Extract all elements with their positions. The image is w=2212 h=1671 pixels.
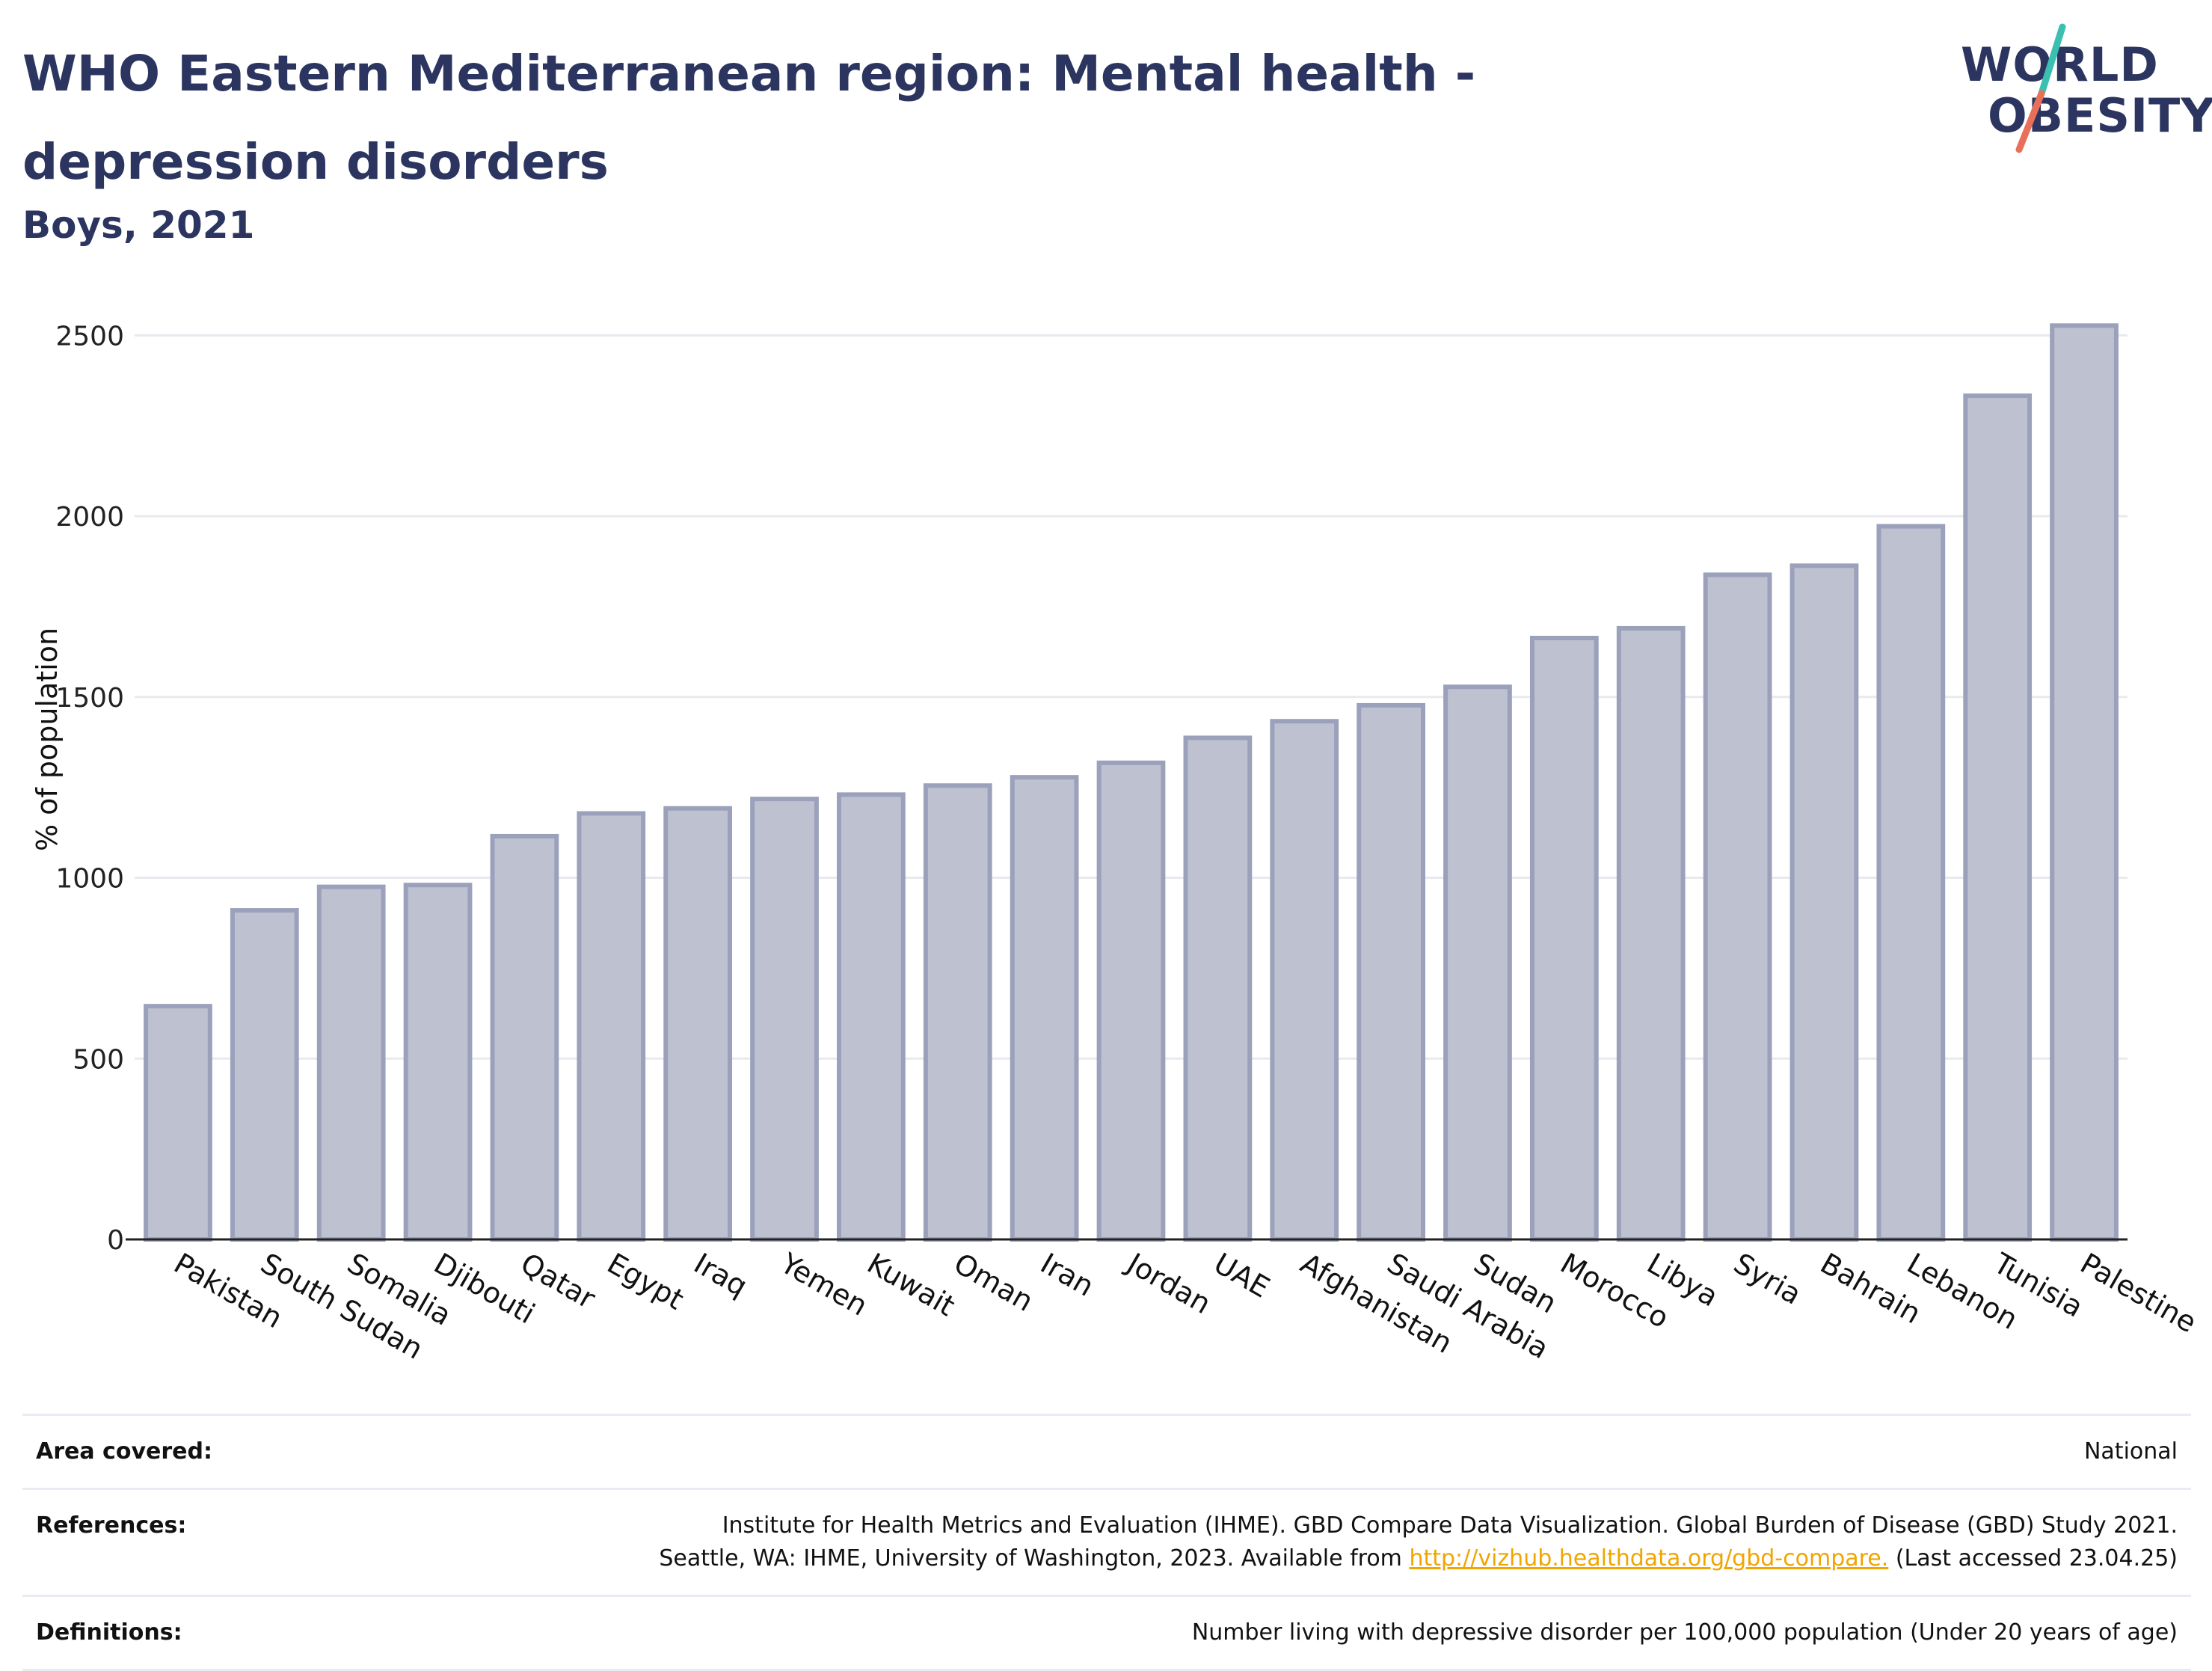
bar-afghanistan — [1270, 719, 1339, 1242]
x-tick-label: Iraq — [689, 1247, 753, 1303]
bar-south-sudan — [230, 908, 299, 1242]
x-tick-label: Iran — [1035, 1247, 1099, 1303]
references-line1: Institute for Health Metrics and Evaluat… — [722, 1512, 2178, 1539]
bar-bahrain — [1789, 563, 1859, 1242]
references-label: References: — [36, 1512, 187, 1539]
bar-qatar — [490, 833, 559, 1242]
x-tick-label: Palestine — [2075, 1247, 2202, 1340]
bar-somalia — [316, 884, 386, 1242]
y-tick-label: 2000 — [55, 502, 124, 533]
bars — [144, 323, 2119, 1242]
definitions-value: Number living with depressive disorder p… — [1191, 1619, 2178, 1646]
bar-iraq — [663, 806, 733, 1242]
y-tick-label: 1000 — [55, 864, 124, 895]
y-tick-label: 2500 — [55, 321, 124, 352]
x-tick-label: Syria — [1728, 1247, 1807, 1311]
y-tick-label: 1500 — [55, 683, 124, 714]
bar-iran — [1010, 775, 1079, 1242]
chart-title: WHO Eastern Mediterranean region: Mental… — [22, 45, 1476, 191]
bar-egypt — [577, 811, 646, 1242]
references-line2-pre: Seattle, WA: IHME, University of Washing… — [659, 1545, 1410, 1572]
y-axis-ticks: 0 500 1000 1500 2000 2500 — [55, 321, 124, 1256]
bar-lebanon — [1876, 524, 1946, 1242]
x-tick-label: Jordan — [1120, 1246, 1216, 1321]
world-obesity-logo: WORLD OBESITY — [1952, 22, 2212, 157]
references-link[interactable]: http://vizhub.healthdata.org/gbd-compare… — [1409, 1545, 1889, 1572]
bar-syria — [1703, 572, 1772, 1242]
bar-jordan — [1096, 760, 1166, 1242]
bar-palestine — [2050, 323, 2119, 1242]
y-tick-label: 500 — [73, 1044, 124, 1075]
definitions-label: Definitions: — [36, 1619, 182, 1646]
bar-tunisia — [1963, 393, 2033, 1242]
x-tick-label: Yemen — [775, 1246, 873, 1322]
chart-subtitle: Boys, 2021 — [22, 203, 255, 247]
y-tick-label: 0 — [107, 1225, 124, 1256]
y-axis-title: % of population — [31, 628, 64, 851]
bar-pakistan — [144, 1004, 212, 1242]
bar-sudan — [1443, 684, 1512, 1242]
bar-djibouti — [403, 883, 473, 1242]
x-tick-label: Kuwait — [861, 1247, 960, 1323]
bar-saudi-arabia — [1357, 702, 1425, 1242]
x-tick-label: Bahrain — [1815, 1247, 1926, 1331]
bar-libya — [1616, 625, 1686, 1242]
footer-row-definitions: Definitions: Number living with depressi… — [22, 1595, 2191, 1671]
footer-row-references: References: Institute for Health Metrics… — [22, 1488, 2191, 1595]
area-covered-label: Area covered: — [36, 1438, 212, 1465]
area-covered-value: National — [2083, 1438, 2178, 1465]
bar-uae — [1183, 735, 1253, 1242]
footer-row-area: Area covered: National — [22, 1414, 2191, 1488]
references-value: Institute for Health Metrics and Evaluat… — [659, 1509, 2178, 1575]
chart-footer: Area covered: National References: Insti… — [22, 1414, 2191, 1671]
bar-kuwait — [837, 792, 906, 1242]
bar-morocco — [1529, 636, 1599, 1242]
logo-slash-icon — [2015, 23, 2066, 153]
bar-oman — [923, 783, 992, 1242]
references-line2-post: (Last accessed 23.04.25) — [1888, 1545, 2178, 1572]
x-tick-label: Egypt — [602, 1247, 689, 1316]
bar-yemen — [750, 797, 819, 1242]
x-tick-label: UAE — [1208, 1247, 1275, 1304]
x-tick-label: Oman — [948, 1247, 1039, 1318]
